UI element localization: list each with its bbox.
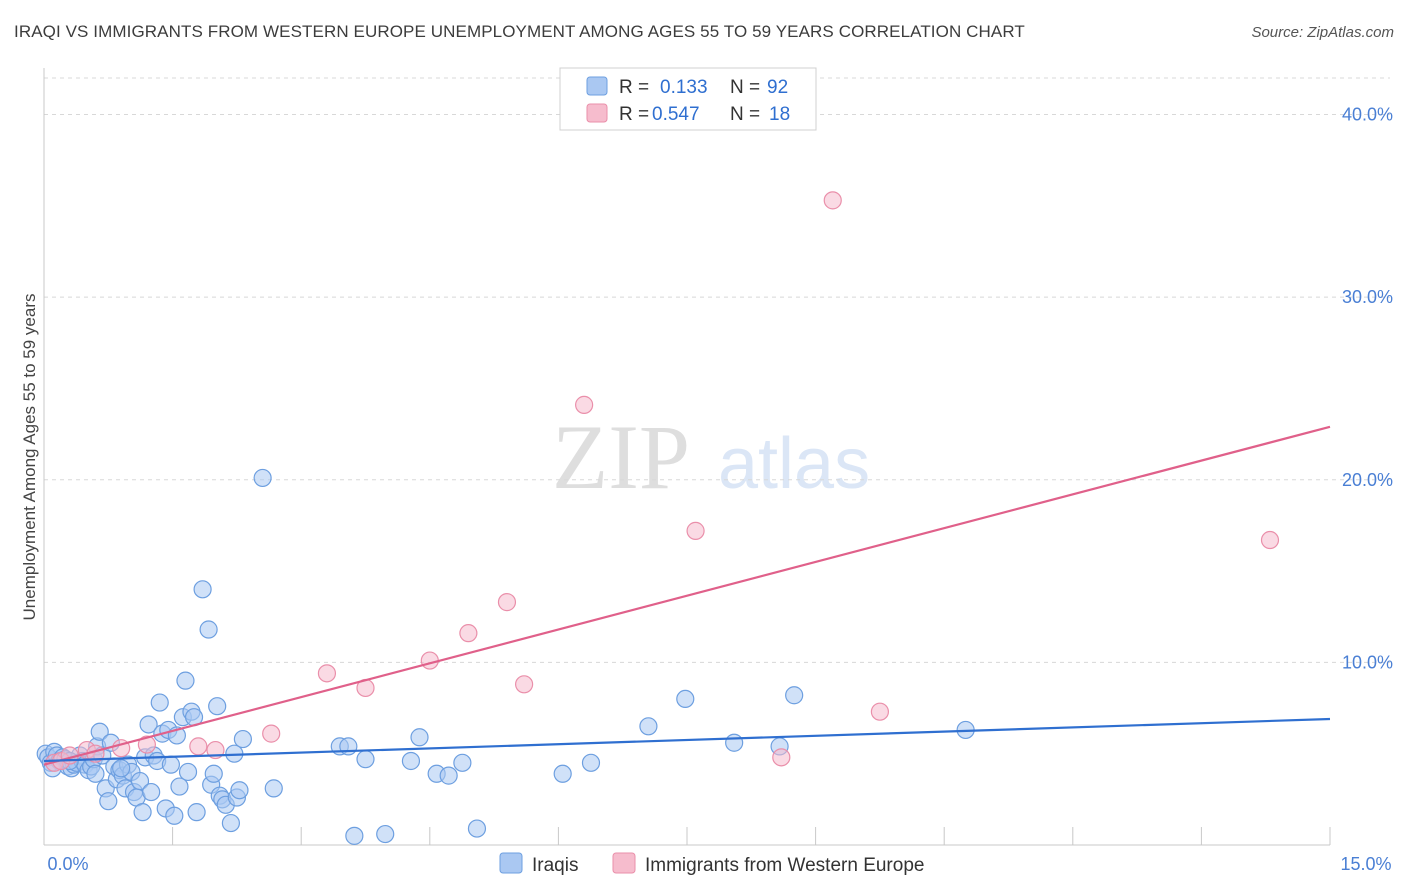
iraqis-point bbox=[356, 750, 375, 769]
iraqis-point bbox=[150, 693, 169, 712]
iraqis-point bbox=[785, 686, 804, 705]
legend-swatch-iraqis bbox=[586, 76, 608, 96]
iraqis-point bbox=[233, 729, 253, 749]
iraqis-point bbox=[410, 728, 429, 747]
y-tick-label: 10.0% bbox=[1342, 652, 1393, 672]
iraqis-point bbox=[439, 766, 458, 785]
watermark: ZIP atlas bbox=[552, 406, 870, 508]
iraqis-point bbox=[142, 782, 161, 802]
bottom-legend-label-western-europe: Immigrants from Western Europe bbox=[645, 855, 924, 876]
iraqis-point bbox=[176, 671, 195, 690]
bottom-legend-label-iraqis: Iraqis bbox=[532, 855, 578, 876]
iraqis-point bbox=[187, 803, 206, 822]
series-iraqis-points bbox=[36, 468, 975, 845]
x-tick-label-max: 15.0% bbox=[1340, 854, 1391, 874]
watermark-atlas: atlas bbox=[718, 424, 870, 504]
legend-r-value-2: 0.547 bbox=[652, 104, 700, 125]
iraqis-point bbox=[676, 689, 695, 709]
western-europe-point bbox=[575, 395, 594, 414]
legend-r-label-1: R = bbox=[619, 77, 649, 98]
iraqis-point bbox=[139, 715, 158, 734]
legend-n-label-2: N = bbox=[730, 104, 760, 125]
western-europe-point bbox=[823, 191, 842, 210]
iraqis-point bbox=[376, 824, 395, 844]
iraqis-point bbox=[639, 717, 658, 736]
iraqis-point bbox=[253, 468, 272, 488]
iraqis-point bbox=[264, 779, 283, 798]
iraqis-point bbox=[221, 813, 240, 833]
legend-n-label-1: N = bbox=[730, 77, 760, 98]
legend-r-label-2: R = bbox=[619, 104, 649, 125]
bottom-legend-swatch-western-europe bbox=[612, 852, 636, 874]
x-tick-label-min: 0.0% bbox=[47, 854, 88, 874]
legend-n-value-1: 92 bbox=[767, 77, 788, 98]
trend-lines bbox=[43, 425, 1331, 766]
iraqis-point bbox=[204, 764, 223, 783]
western-europe-point bbox=[459, 624, 478, 643]
legend-r-value-1: 0.133 bbox=[660, 77, 708, 98]
chart-title: IRAQI VS IMMIGRANTS FROM WESTERN EUROPE … bbox=[14, 22, 1025, 41]
western-europe-point bbox=[317, 664, 337, 683]
bottom-legend: Iraqis Immigrants from Western Europe bbox=[499, 852, 924, 876]
iraqis-point bbox=[553, 764, 572, 783]
legend-box: R = 0.133 N = 92 R = 0.547 N = 18 bbox=[559, 67, 817, 131]
western-europe-point bbox=[772, 748, 791, 767]
western-europe-point bbox=[686, 521, 705, 540]
western-europe-point bbox=[420, 651, 439, 670]
iraqis-point bbox=[112, 759, 131, 778]
iraqis-point bbox=[165, 806, 184, 825]
iraqis-point bbox=[86, 764, 105, 783]
western-europe-point bbox=[870, 702, 890, 721]
western-europe-point bbox=[137, 735, 156, 754]
iraqis-point bbox=[130, 771, 150, 791]
legend-n-value-2: 18 bbox=[769, 104, 790, 125]
iraqis-point bbox=[453, 753, 472, 772]
grid-lines bbox=[44, 77, 1390, 663]
western-europe-point bbox=[189, 737, 208, 756]
source-credit: Source: ZipAtlas.com bbox=[1251, 24, 1394, 41]
iraqis-point bbox=[401, 751, 421, 771]
iraqis-point bbox=[467, 819, 487, 838]
iraqis-point bbox=[230, 781, 249, 800]
iraqis-point bbox=[581, 753, 601, 772]
iraqis-point bbox=[99, 792, 118, 811]
iraqis-point bbox=[90, 722, 109, 741]
legend-swatch-western-europe bbox=[586, 103, 608, 123]
iraqis-point bbox=[193, 580, 212, 599]
iraqis-point bbox=[178, 762, 198, 782]
y-tick-label: 30.0% bbox=[1342, 287, 1393, 307]
western-europe-trend-line bbox=[43, 425, 1331, 766]
iraqis-trend-line bbox=[43, 717, 1331, 763]
iraqis-point bbox=[170, 777, 189, 796]
y-tick-label: 20.0% bbox=[1342, 470, 1393, 490]
x-ticks bbox=[172, 827, 1331, 845]
western-europe-point bbox=[262, 724, 281, 743]
western-europe-point bbox=[497, 593, 517, 612]
iraqis-point bbox=[161, 755, 180, 774]
iraqis-point bbox=[199, 620, 218, 639]
y-tick-label: 40.0% bbox=[1342, 105, 1393, 125]
iraqis-point bbox=[208, 697, 227, 716]
y-tick-labels: 10.0% 20.0% 30.0% 40.0% bbox=[1342, 105, 1393, 673]
iraqis-point bbox=[133, 803, 152, 822]
western-europe-point bbox=[1260, 530, 1280, 550]
bottom-legend-swatch-iraqis bbox=[499, 852, 523, 874]
iraqis-point bbox=[345, 826, 364, 845]
iraqis-point bbox=[725, 733, 744, 752]
watermark-zip: ZIP bbox=[552, 406, 690, 508]
y-axis-label: Unemployment Among Ages 55 to 59 years bbox=[20, 294, 39, 621]
western-europe-point bbox=[515, 675, 534, 694]
